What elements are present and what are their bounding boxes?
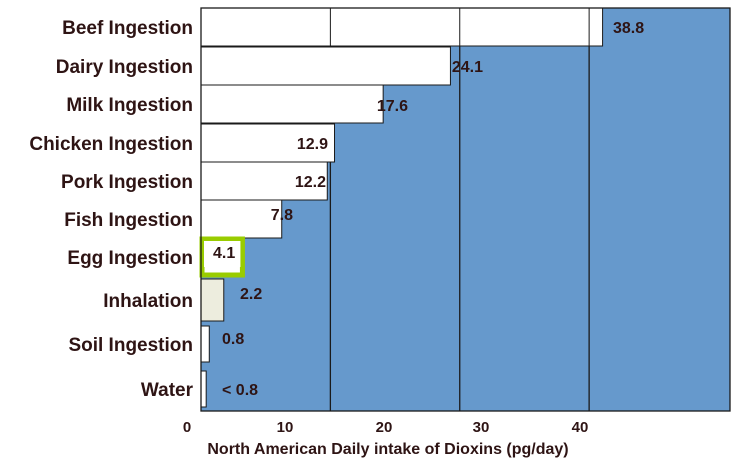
- category-label-2: Milk Ingestion: [66, 95, 193, 116]
- value-label-3: 12.9: [297, 136, 328, 153]
- value-label-8: 0.8: [222, 331, 244, 348]
- value-label-7: 2.2: [240, 286, 262, 303]
- bar-7: [200, 278, 225, 322]
- x-tick-label-4: 40: [572, 419, 589, 436]
- category-label-9: Water: [141, 380, 194, 401]
- bar-5: [200, 199, 283, 239]
- category-label-5: Fish Ingestion: [64, 210, 193, 231]
- x-axis-title: North American Daily intake of Dioxins (…: [207, 441, 568, 458]
- category-label-7: Inhalation: [103, 291, 193, 312]
- plot-border: [200, 7, 731, 412]
- value-label-9: < 0.8: [222, 382, 258, 399]
- category-label-0: Beef Ingestion: [62, 18, 193, 39]
- bar-8: [200, 325, 210, 363]
- category-label-4: Pork Ingestion: [61, 172, 193, 193]
- x-tick-label-1: 10: [277, 419, 294, 436]
- value-label-2: 17.6: [377, 98, 408, 115]
- value-label-0: 38.8: [613, 20, 644, 37]
- bar-2: [200, 84, 384, 124]
- category-label-6: Egg Ingestion: [67, 248, 193, 269]
- x-tick-label-2: 20: [376, 419, 393, 436]
- bar-1: [200, 46, 451, 86]
- value-label-5: 7.8: [271, 207, 293, 224]
- bar-0: [200, 7, 604, 47]
- category-label-3: Chicken Ingestion: [29, 134, 193, 155]
- value-label-1: 24.1: [452, 59, 483, 76]
- value-label-6: 4.1: [213, 245, 235, 262]
- category-label-8: Soil Ingestion: [68, 335, 193, 356]
- x-tick-label-3: 30: [473, 419, 490, 436]
- category-label-1: Dairy Ingestion: [56, 57, 193, 78]
- value-label-4: 12.2: [295, 174, 326, 191]
- x-tick-label-0: 0: [183, 419, 191, 436]
- bar-highlight-6: [199, 236, 245, 278]
- bar-highlight-inner-6: [204, 241, 241, 267]
- bar-9: [200, 370, 207, 408]
